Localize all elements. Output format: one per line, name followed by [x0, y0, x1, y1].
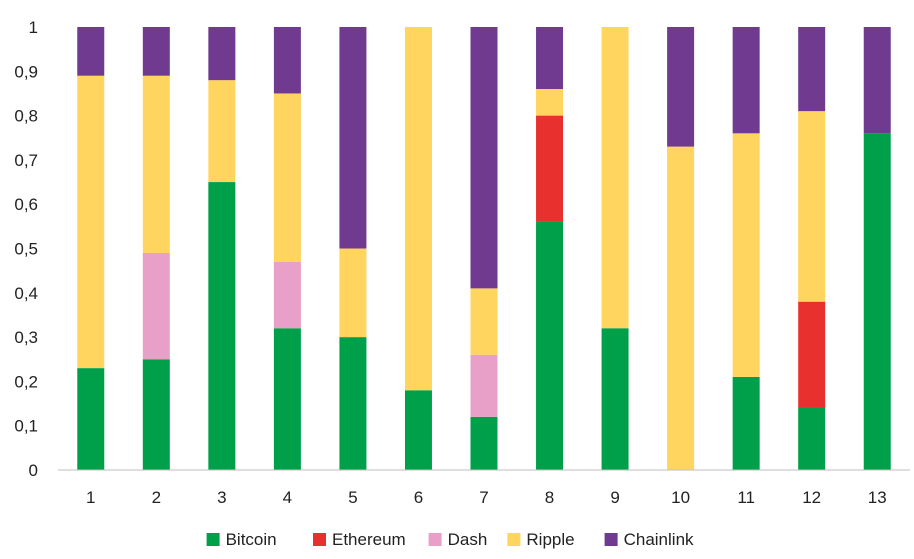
y-tick-label: 0,4 [14, 284, 38, 303]
bar-bitcoin-9 [601, 328, 629, 470]
y-axis: 0 0,1 0,2 0,3 0,4 0,5 0,6 0,7 0,8 0,9 1 [14, 18, 38, 480]
bar-ripple-1 [77, 75, 105, 369]
bar-ripple-5 [339, 248, 367, 338]
x-tick-label: 4 [283, 488, 292, 507]
bar-bitcoin-2 [142, 359, 170, 470]
x-tick-label: 5 [348, 488, 357, 507]
x-tick-label: 8 [545, 488, 554, 507]
legend-label-ethereum: Ethereum [332, 530, 406, 549]
bar-bitcoin-7 [470, 416, 498, 470]
x-tick-label: 9 [610, 488, 619, 507]
bar-chainlink-5 [339, 27, 367, 249]
bar-chainlink-4 [273, 27, 301, 94]
bar-bitcoin-11 [732, 376, 760, 470]
y-tick-label: 0,9 [14, 62, 38, 81]
x-tick-label: 3 [217, 488, 226, 507]
bar-bitcoin-5 [339, 337, 367, 470]
bar-dash-4 [273, 261, 301, 329]
bar-ripple-12 [798, 111, 826, 302]
bar-ripple-8 [536, 89, 564, 116]
bar-bitcoin-6 [404, 390, 432, 470]
x-tick-label: 6 [414, 488, 423, 507]
x-tick-label: 7 [479, 488, 488, 507]
x-tick-label: 12 [802, 488, 821, 507]
legend-swatch-ethereum [313, 533, 326, 546]
bar-bitcoin-4 [273, 328, 301, 470]
legend-swatch-bitcoin [206, 533, 220, 546]
bar-dash-2 [142, 252, 170, 360]
legend-label-bitcoin: Bitcoin [226, 530, 277, 549]
y-tick-label: 0,2 [14, 372, 38, 391]
legend-label-ripple: Ripple [526, 530, 574, 549]
bar-chainlink-2 [142, 27, 170, 76]
bar-ethereum-12 [798, 301, 826, 408]
x-tick-label: 11 [737, 488, 755, 507]
x-tick-label: 2 [152, 488, 161, 507]
bar-bitcoin-13 [863, 133, 891, 470]
bar-ethereum-8 [536, 115, 564, 222]
y-tick-label: 0,8 [14, 107, 38, 126]
y-tick-label: 0,3 [14, 328, 38, 347]
bar-ripple-4 [273, 93, 301, 262]
bar-bitcoin-8 [536, 221, 564, 470]
x-tick-label: 10 [671, 488, 690, 507]
legend-label-dash: Dash [448, 530, 488, 549]
bar-chainlink-13 [863, 27, 891, 134]
bar-dash-7 [470, 354, 498, 417]
bar-bitcoin-12 [798, 407, 826, 470]
y-tick-label: 1 [29, 18, 38, 37]
bar-chainlink-3 [208, 27, 236, 81]
bar-chainlink-1 [77, 27, 105, 76]
legend-swatch-dash [428, 533, 442, 546]
bar-ripple-11 [732, 133, 760, 377]
legend-swatch-ripple [507, 533, 521, 546]
bar-chainlink-7 [470, 27, 498, 289]
x-tick-label: 13 [868, 488, 887, 507]
legend-label-chainlink: Chainlink [624, 530, 694, 549]
x-axis: 1 2 3 4 5 6 7 8 9 10 11 12 13 [58, 469, 910, 507]
bar-chainlink-8 [536, 27, 564, 90]
plot-area [77, 27, 891, 471]
bar-ripple-7 [470, 288, 498, 355]
legend-swatch-chainlink [604, 533, 618, 546]
bar-bitcoin-3 [208, 182, 236, 471]
bar-ripple-2 [142, 75, 170, 253]
y-tick-label: 0,7 [14, 151, 38, 170]
bar-ripple-6 [404, 27, 432, 391]
bar-chainlink-12 [798, 27, 826, 112]
y-tick-label: 0,6 [14, 195, 38, 214]
bar-bitcoin-1 [77, 368, 105, 470]
bar-ripple-9 [601, 27, 629, 329]
x-tick-label: 1 [86, 488, 95, 507]
legend: Bitcoin Ethereum Dash Ripple Chainlink [206, 530, 694, 549]
y-tick-label: 0 [29, 461, 38, 480]
y-tick-label: 0,5 [14, 240, 38, 259]
bar-ripple-3 [208, 80, 236, 183]
bar-ripple-10 [667, 146, 695, 471]
bar-chainlink-11 [732, 27, 760, 134]
bar-chainlink-10 [667, 27, 695, 147]
y-tick-label: 0,1 [14, 417, 38, 436]
